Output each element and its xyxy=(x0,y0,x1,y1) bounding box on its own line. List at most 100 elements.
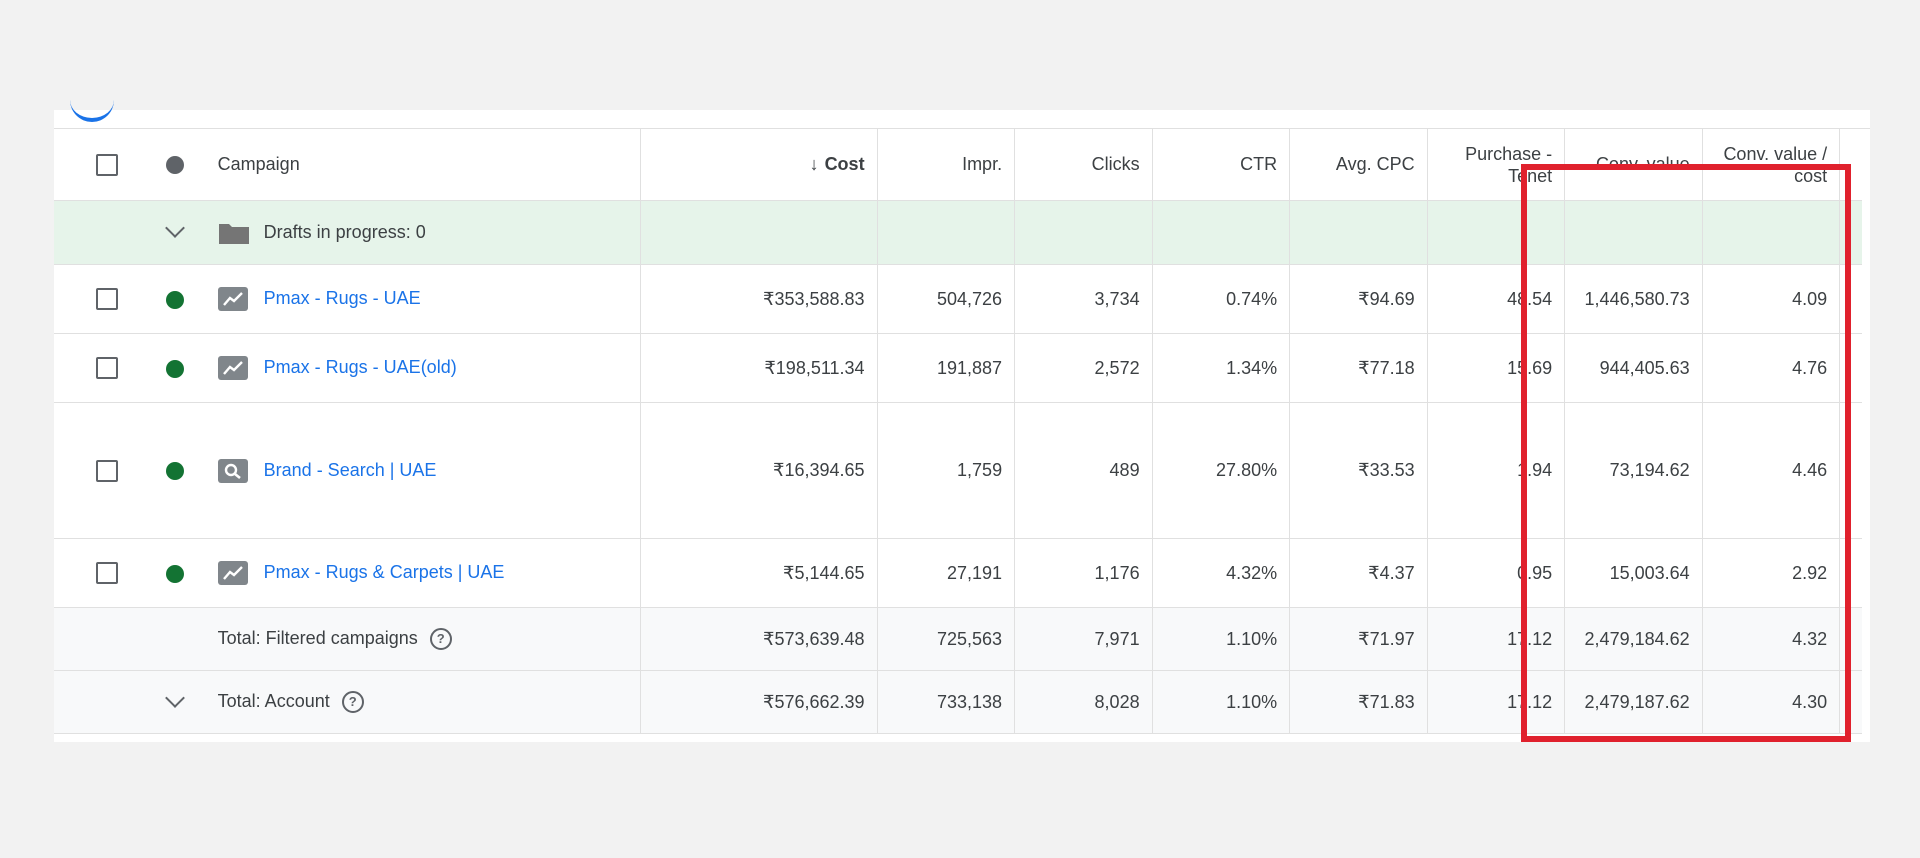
header-purchase[interactable]: Purchase - Tenet xyxy=(1427,129,1565,201)
ctr-cell: 0.74% xyxy=(1152,265,1290,334)
conv-value-cell: 1,446,580.73 xyxy=(1565,265,1703,334)
total-ctr-cell: 1.10% xyxy=(1152,608,1290,671)
performance-max-icon xyxy=(218,561,248,585)
row-checkbox[interactable] xyxy=(54,265,145,334)
header-ctr[interactable]: CTR xyxy=(1152,129,1290,201)
total-avg-cpc-cell: ₹71.83 xyxy=(1290,671,1428,734)
row-checkbox[interactable] xyxy=(54,539,145,608)
total-filtered-label-cell: Total: Filtered campaigns? xyxy=(206,608,641,671)
purchase-cell: 0.95 xyxy=(1427,539,1565,608)
header-purchase-label: Purchase - Tenet xyxy=(1440,143,1553,187)
enabled-dot-icon xyxy=(166,360,184,378)
header-clicks[interactable]: Clicks xyxy=(1015,129,1153,201)
campaign-link[interactable]: Pmax - Rugs - UAE(old) xyxy=(264,357,457,377)
row-checkbox[interactable] xyxy=(54,334,145,403)
status-enabled-dot[interactable] xyxy=(145,265,206,334)
total-purchase-cell: 17.12 xyxy=(1427,671,1565,734)
total-clicks-cell: 7,971 xyxy=(1015,608,1153,671)
avg-cpc-cell: ₹94.69 xyxy=(1290,265,1428,334)
ctr-cell: 27.80% xyxy=(1152,403,1290,539)
performance-max-icon xyxy=(218,287,248,311)
campaigns-table: Campaign ↓ Cost Impr. Clicks CTR Avg. CPC… xyxy=(54,129,1862,734)
status-enabled-dot[interactable] xyxy=(145,403,206,539)
total-purchase-cell: 17.12 xyxy=(1427,608,1565,671)
expand-account-button[interactable] xyxy=(145,671,206,734)
chevron-down-icon xyxy=(165,218,185,238)
cost-cell: ₹16,394.65 xyxy=(640,403,877,539)
help-icon[interactable]: ? xyxy=(430,628,452,650)
campaign-cell: Pmax - Rugs - UAE xyxy=(206,265,641,334)
checkbox-icon xyxy=(96,288,118,310)
table-row: Pmax - Rugs & Carpets | UAE ₹5,144.65 27… xyxy=(54,539,1862,608)
header-conv-value-cost-label: Conv. value / cost xyxy=(1715,143,1828,187)
status-dot-icon xyxy=(166,156,184,174)
cost-cell: ₹5,144.65 xyxy=(640,539,877,608)
campaign-link[interactable]: Pmax - Rugs & Carpets | UAE xyxy=(264,562,505,582)
status-enabled-dot[interactable] xyxy=(145,334,206,403)
drafts-row[interactable]: Drafts in progress: 0 xyxy=(54,201,1862,265)
avg-cpc-cell: ₹33.53 xyxy=(1290,403,1428,539)
total-account-label-cell: Total: Account? xyxy=(206,671,641,734)
header-avg-cpc[interactable]: Avg. CPC xyxy=(1290,129,1428,201)
avg-cpc-cell: ₹4.37 xyxy=(1290,539,1428,608)
avg-cpc-cell: ₹77.18 xyxy=(1290,334,1428,403)
checkbox-icon xyxy=(96,357,118,379)
status-header[interactable] xyxy=(145,129,206,201)
enabled-dot-icon xyxy=(166,291,184,309)
header-conv-value-cost[interactable]: Conv. value / cost xyxy=(1702,129,1840,201)
campaign-cell: Pmax - Rugs - UAE(old) xyxy=(206,334,641,403)
conv-value-cost-cell: 4.76 xyxy=(1702,334,1840,403)
header-impr[interactable]: Impr. xyxy=(877,129,1015,201)
enabled-dot-icon xyxy=(166,462,184,480)
total-cost-cell: ₹576,662.39 xyxy=(640,671,877,734)
conv-value-cell: 15,003.64 xyxy=(1565,539,1703,608)
help-icon[interactable]: ? xyxy=(342,691,364,713)
performance-max-icon xyxy=(218,356,248,380)
cost-cell: ₹353,588.83 xyxy=(640,265,877,334)
header-campaign[interactable]: Campaign xyxy=(206,129,641,201)
ctr-cell: 4.32% xyxy=(1152,539,1290,608)
total-avg-cpc-cell: ₹71.97 xyxy=(1290,608,1428,671)
cost-cell: ₹198,511.34 xyxy=(640,334,877,403)
total-filtered-label: Total: Filtered campaigns xyxy=(218,628,418,648)
status-enabled-dot[interactable] xyxy=(145,539,206,608)
impr-cell: 1,759 xyxy=(877,403,1015,539)
enabled-dot-icon xyxy=(166,565,184,583)
total-cost-cell: ₹573,639.48 xyxy=(640,608,877,671)
total-conv-value-cost-cell: 4.30 xyxy=(1702,671,1840,734)
checkbox-icon xyxy=(96,154,118,176)
header-cost[interactable]: ↓ Cost xyxy=(640,129,877,201)
campaign-link[interactable]: Brand - Search | UAE xyxy=(264,459,437,479)
conv-value-cell: 944,405.63 xyxy=(1565,334,1703,403)
row-checkbox[interactable] xyxy=(54,403,145,539)
select-all-checkbox[interactable] xyxy=(54,129,145,201)
header-conv-value[interactable]: Conv. value xyxy=(1565,129,1703,201)
total-account-row: Total: Account? ₹576,662.39 733,138 8,02… xyxy=(54,671,1862,734)
purchase-cell: 1.94 xyxy=(1427,403,1565,539)
header-cost-label: Cost xyxy=(825,154,865,174)
total-conv-value-cell: 2,479,184.62 xyxy=(1565,608,1703,671)
impr-cell: 504,726 xyxy=(877,265,1015,334)
conv-value-cost-cell: 4.46 xyxy=(1702,403,1840,539)
drafts-cell: Drafts in progress: 0 xyxy=(206,201,641,265)
clicks-cell: 489 xyxy=(1015,403,1153,539)
drafts-label: Drafts in progress: 0 xyxy=(264,221,426,241)
total-ctr-cell: 1.10% xyxy=(1152,671,1290,734)
purchase-cell: 48.54 xyxy=(1427,265,1565,334)
clicks-cell: 3,734 xyxy=(1015,265,1153,334)
conv-value-cost-cell: 2.92 xyxy=(1702,539,1840,608)
table-row: Pmax - Rugs - UAE ₹353,588.83 504,726 3,… xyxy=(54,265,1862,334)
purchase-cell: 15.69 xyxy=(1427,334,1565,403)
checkbox-icon xyxy=(96,460,118,482)
expand-drafts-button[interactable] xyxy=(145,201,206,265)
folder-icon xyxy=(218,221,250,245)
total-impr-cell: 725,563 xyxy=(877,608,1015,671)
campaign-link[interactable]: Pmax - Rugs - UAE xyxy=(264,288,421,308)
total-conv-value-cell: 2,479,187.62 xyxy=(1565,671,1703,734)
total-impr-cell: 733,138 xyxy=(877,671,1015,734)
chevron-down-icon xyxy=(165,688,185,708)
table-row: Brand - Search | UAE ₹16,394.65 1,759 48… xyxy=(54,403,1862,539)
sort-down-arrow-icon: ↓ xyxy=(810,154,819,175)
conv-value-cell: 73,194.62 xyxy=(1565,403,1703,539)
total-clicks-cell: 8,028 xyxy=(1015,671,1153,734)
